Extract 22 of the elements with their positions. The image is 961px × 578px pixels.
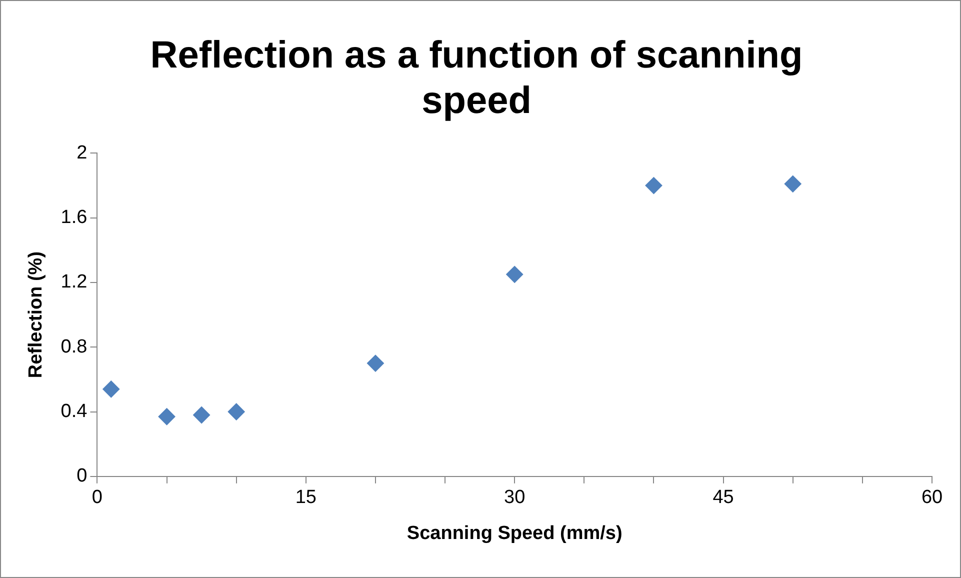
y-tick-label: 0 (76, 466, 88, 487)
y-tick-label: 1.6 (60, 207, 88, 228)
x-tick-label: 0 (92, 487, 102, 508)
x-tick-label: 60 (921, 487, 943, 508)
point (506, 266, 524, 283)
x-axis-title: Scanning Speed (mm/s) (406, 522, 622, 544)
x-tick-label: 30 (504, 487, 526, 508)
x-tick-label: 15 (295, 487, 316, 508)
point (228, 403, 245, 420)
point (366, 354, 384, 372)
y-tick-label: 0.4 (60, 400, 88, 422)
chart-title: Reflection as a function of scanning speed (150, 34, 803, 122)
y-axis-title: Reflection (%) (26, 251, 47, 378)
point (158, 408, 176, 426)
point (193, 406, 210, 424)
x-tick-label: 45 (712, 487, 734, 508)
y-tick-label: 1.2 (60, 272, 88, 293)
y-tick-label: 2 (76, 142, 88, 164)
point (645, 177, 662, 194)
point (102, 380, 120, 398)
y-tick-label: 0.8 (60, 336, 88, 358)
point (784, 175, 802, 192)
